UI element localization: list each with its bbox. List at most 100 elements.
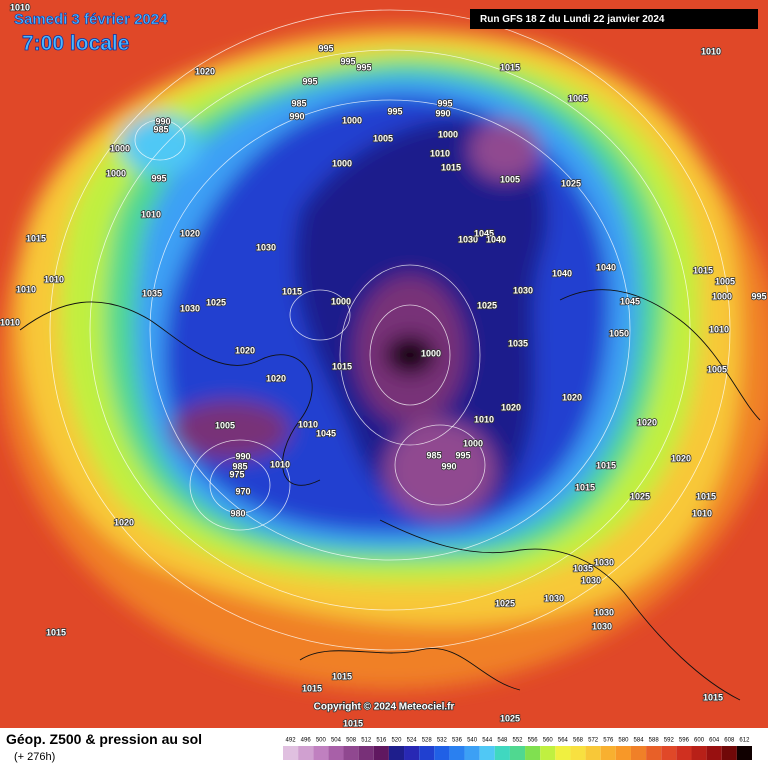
pressure-label: 1030 — [180, 303, 200, 313]
legend-swatch — [676, 746, 692, 760]
pressure-label: 1000 — [438, 129, 458, 139]
legend-swatch — [449, 746, 465, 760]
legend-swatch — [661, 746, 677, 760]
pressure-label: 990 — [289, 111, 304, 121]
pressure-label: 1040 — [596, 262, 616, 272]
pressure-label: 1020 — [671, 453, 691, 463]
legend-label: 608 — [724, 738, 735, 744]
pressure-label: 1050 — [609, 328, 629, 338]
legend-label: 504 — [331, 738, 342, 744]
legend-label: 524 — [407, 738, 418, 744]
pressure-label: 1020 — [195, 66, 215, 76]
pressure-label: 1015 — [596, 460, 616, 470]
pressure-label: 1010 — [0, 317, 20, 327]
pressure-label: 1045 — [474, 228, 494, 238]
legend-label: 588 — [649, 738, 660, 744]
pressure-label: 1010 — [298, 419, 318, 429]
pressure-label: 995 — [387, 106, 402, 116]
pressure-label: 995 — [340, 56, 355, 66]
color-legend: 492 496 500 504 508 512 516 520 524 528 532 536 540 5… — [283, 738, 752, 760]
legend-swatch — [646, 746, 662, 760]
pressure-label: 1025 — [630, 491, 650, 501]
pressure-label: 975 — [229, 469, 244, 479]
pressure-label: 985 — [153, 124, 168, 134]
legend-swatch — [434, 746, 450, 760]
legend-swatch — [479, 746, 495, 760]
legend-label: 516 — [376, 738, 387, 744]
pressure-label: 1015 — [575, 482, 595, 492]
pressure-label: 1010 — [692, 508, 712, 518]
legend-label: 560 — [543, 738, 554, 744]
pressure-label: 1005 — [707, 364, 727, 374]
legend-label: 552 — [512, 738, 523, 744]
pressure-label: 990 — [155, 116, 170, 126]
pressure-label: 995 — [751, 291, 766, 301]
forecast-time: 7:00 locale — [22, 32, 129, 55]
pressure-label: 1030 — [256, 242, 276, 252]
pressure-label: 1030 — [581, 575, 601, 585]
pressure-label: 1020 — [114, 517, 134, 527]
pressure-label: 995 — [318, 43, 333, 53]
legend-label: 520 — [391, 738, 402, 744]
legend-swatch — [388, 746, 405, 760]
pressure-label: 1030 — [544, 593, 564, 603]
legend-label: 528 — [422, 738, 433, 744]
pressure-label: 985 — [426, 450, 441, 460]
pressure-label: 1015 — [282, 286, 302, 296]
pressure-label: 1000 — [110, 143, 130, 153]
pressure-label: 1015 — [703, 692, 723, 702]
legend-label: 592 — [664, 738, 675, 744]
pressure-label: 995 — [151, 173, 166, 183]
pressure-label: 1000 — [421, 348, 441, 358]
pressure-label: 1010 — [10, 2, 30, 12]
forecast-lead: (+ 276h) — [14, 751, 55, 763]
legend-swatch — [313, 746, 329, 760]
pressure-label: 995 — [437, 98, 452, 108]
legend-swatch — [509, 746, 526, 760]
pressure-label: 990 — [435, 108, 450, 118]
pressure-label: 1015 — [500, 62, 520, 72]
legend-swatch — [419, 746, 435, 760]
pressure-label: 995 — [455, 450, 470, 460]
legend-label: 580 — [618, 738, 629, 744]
legend-swatch — [540, 746, 556, 760]
pressure-label: 985 — [291, 98, 306, 108]
pressure-label: 1030 — [458, 234, 478, 244]
legend-label: 596 — [679, 738, 690, 744]
legend-swatch — [404, 746, 420, 760]
legend-label: 500 — [316, 738, 327, 744]
copyright: Copyright © 2024 Meteociel.fr — [314, 702, 455, 713]
pressure-label: 1000 — [712, 291, 732, 301]
legend-label: 564 — [558, 738, 569, 744]
legend-label: 572 — [588, 738, 599, 744]
legend-swatch — [298, 746, 314, 760]
legend-label: 612 — [739, 738, 750, 744]
legend-swatch — [464, 746, 480, 760]
legend-swatch — [494, 746, 510, 760]
pressure-label: 1035 — [573, 563, 593, 573]
pressure-label: 1015 — [332, 671, 352, 681]
pressure-label: 1015 — [696, 491, 716, 501]
pressure-label: 1025 — [561, 178, 581, 188]
pressure-label: 1035 — [142, 288, 162, 298]
pressure-label: 1040 — [552, 268, 572, 278]
pressure-label: 1020 — [180, 228, 200, 238]
pressure-label: 1020 — [235, 345, 255, 355]
legend-swatch — [691, 746, 707, 760]
pressure-label: 980 — [230, 508, 245, 518]
coastlines — [19, 289, 761, 701]
pressure-label: 1020 — [637, 417, 657, 427]
legend-label: 532 — [437, 738, 448, 744]
pressure-label: 1000 — [342, 115, 362, 125]
legend-swatch — [736, 746, 752, 760]
pressure-label: 1015 — [343, 718, 363, 728]
legend-label: 576 — [603, 738, 614, 744]
legend-label: 600 — [694, 738, 705, 744]
footer-title: Géop. Z500 & pression au sol — [6, 731, 202, 747]
legend-swatch — [585, 746, 601, 760]
legend-swatch — [615, 746, 631, 760]
pressure-label: 1015 — [46, 627, 66, 637]
legend-swatch — [283, 746, 299, 760]
pressure-label: 995 — [356, 62, 371, 72]
pressure-label: 1015 — [302, 683, 322, 693]
